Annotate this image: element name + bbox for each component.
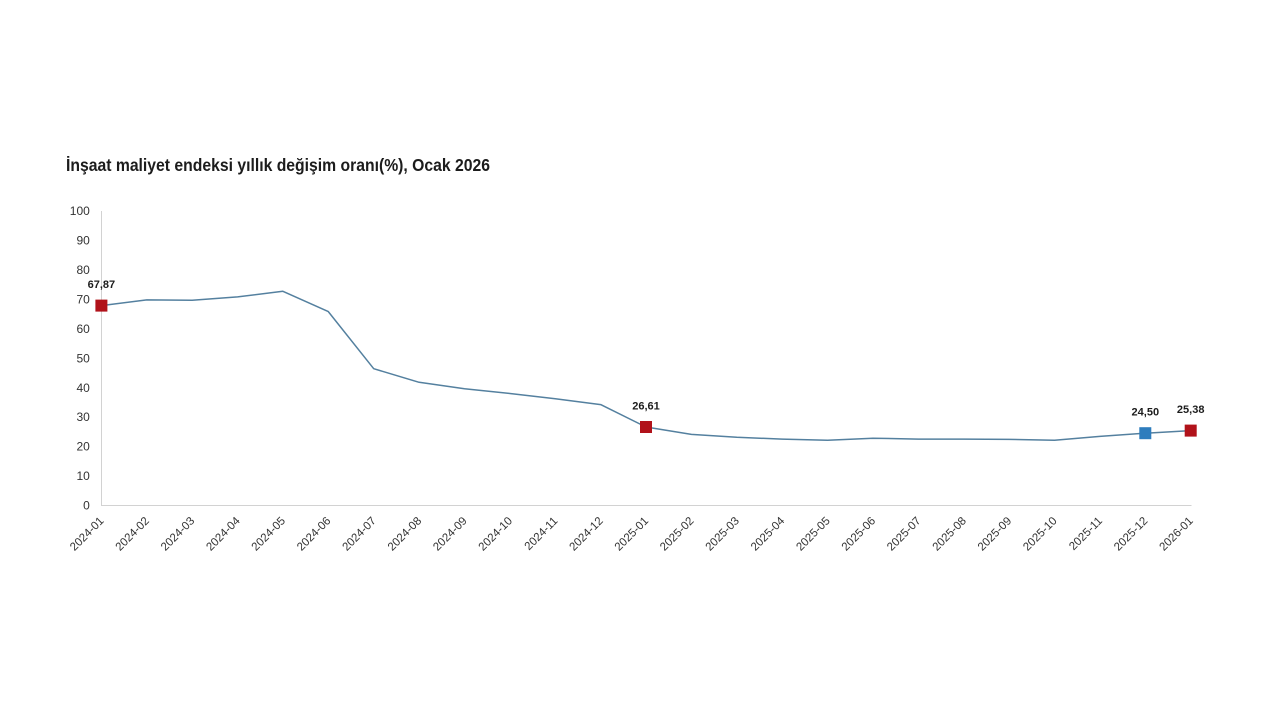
svg-text:67,87: 67,87 — [88, 279, 116, 291]
svg-text:İnşaat maliyet endeksi yıllık: İnşaat maliyet endeksi yıllık değişim or… — [66, 155, 490, 175]
svg-text:26,61: 26,61 — [632, 401, 660, 413]
svg-text:40: 40 — [76, 381, 90, 395]
svg-text:60: 60 — [76, 322, 90, 336]
svg-text:100: 100 — [70, 204, 90, 218]
svg-text:50: 50 — [76, 351, 90, 365]
svg-text:90: 90 — [76, 234, 90, 248]
svg-text:25,38: 25,38 — [1177, 404, 1205, 416]
svg-text:70: 70 — [76, 293, 90, 307]
svg-text:30: 30 — [76, 410, 90, 424]
svg-text:0: 0 — [83, 499, 90, 513]
svg-text:20: 20 — [76, 440, 90, 454]
svg-text:80: 80 — [76, 263, 90, 277]
svg-text:24,50: 24,50 — [1132, 407, 1160, 419]
svg-text:10: 10 — [76, 469, 90, 483]
